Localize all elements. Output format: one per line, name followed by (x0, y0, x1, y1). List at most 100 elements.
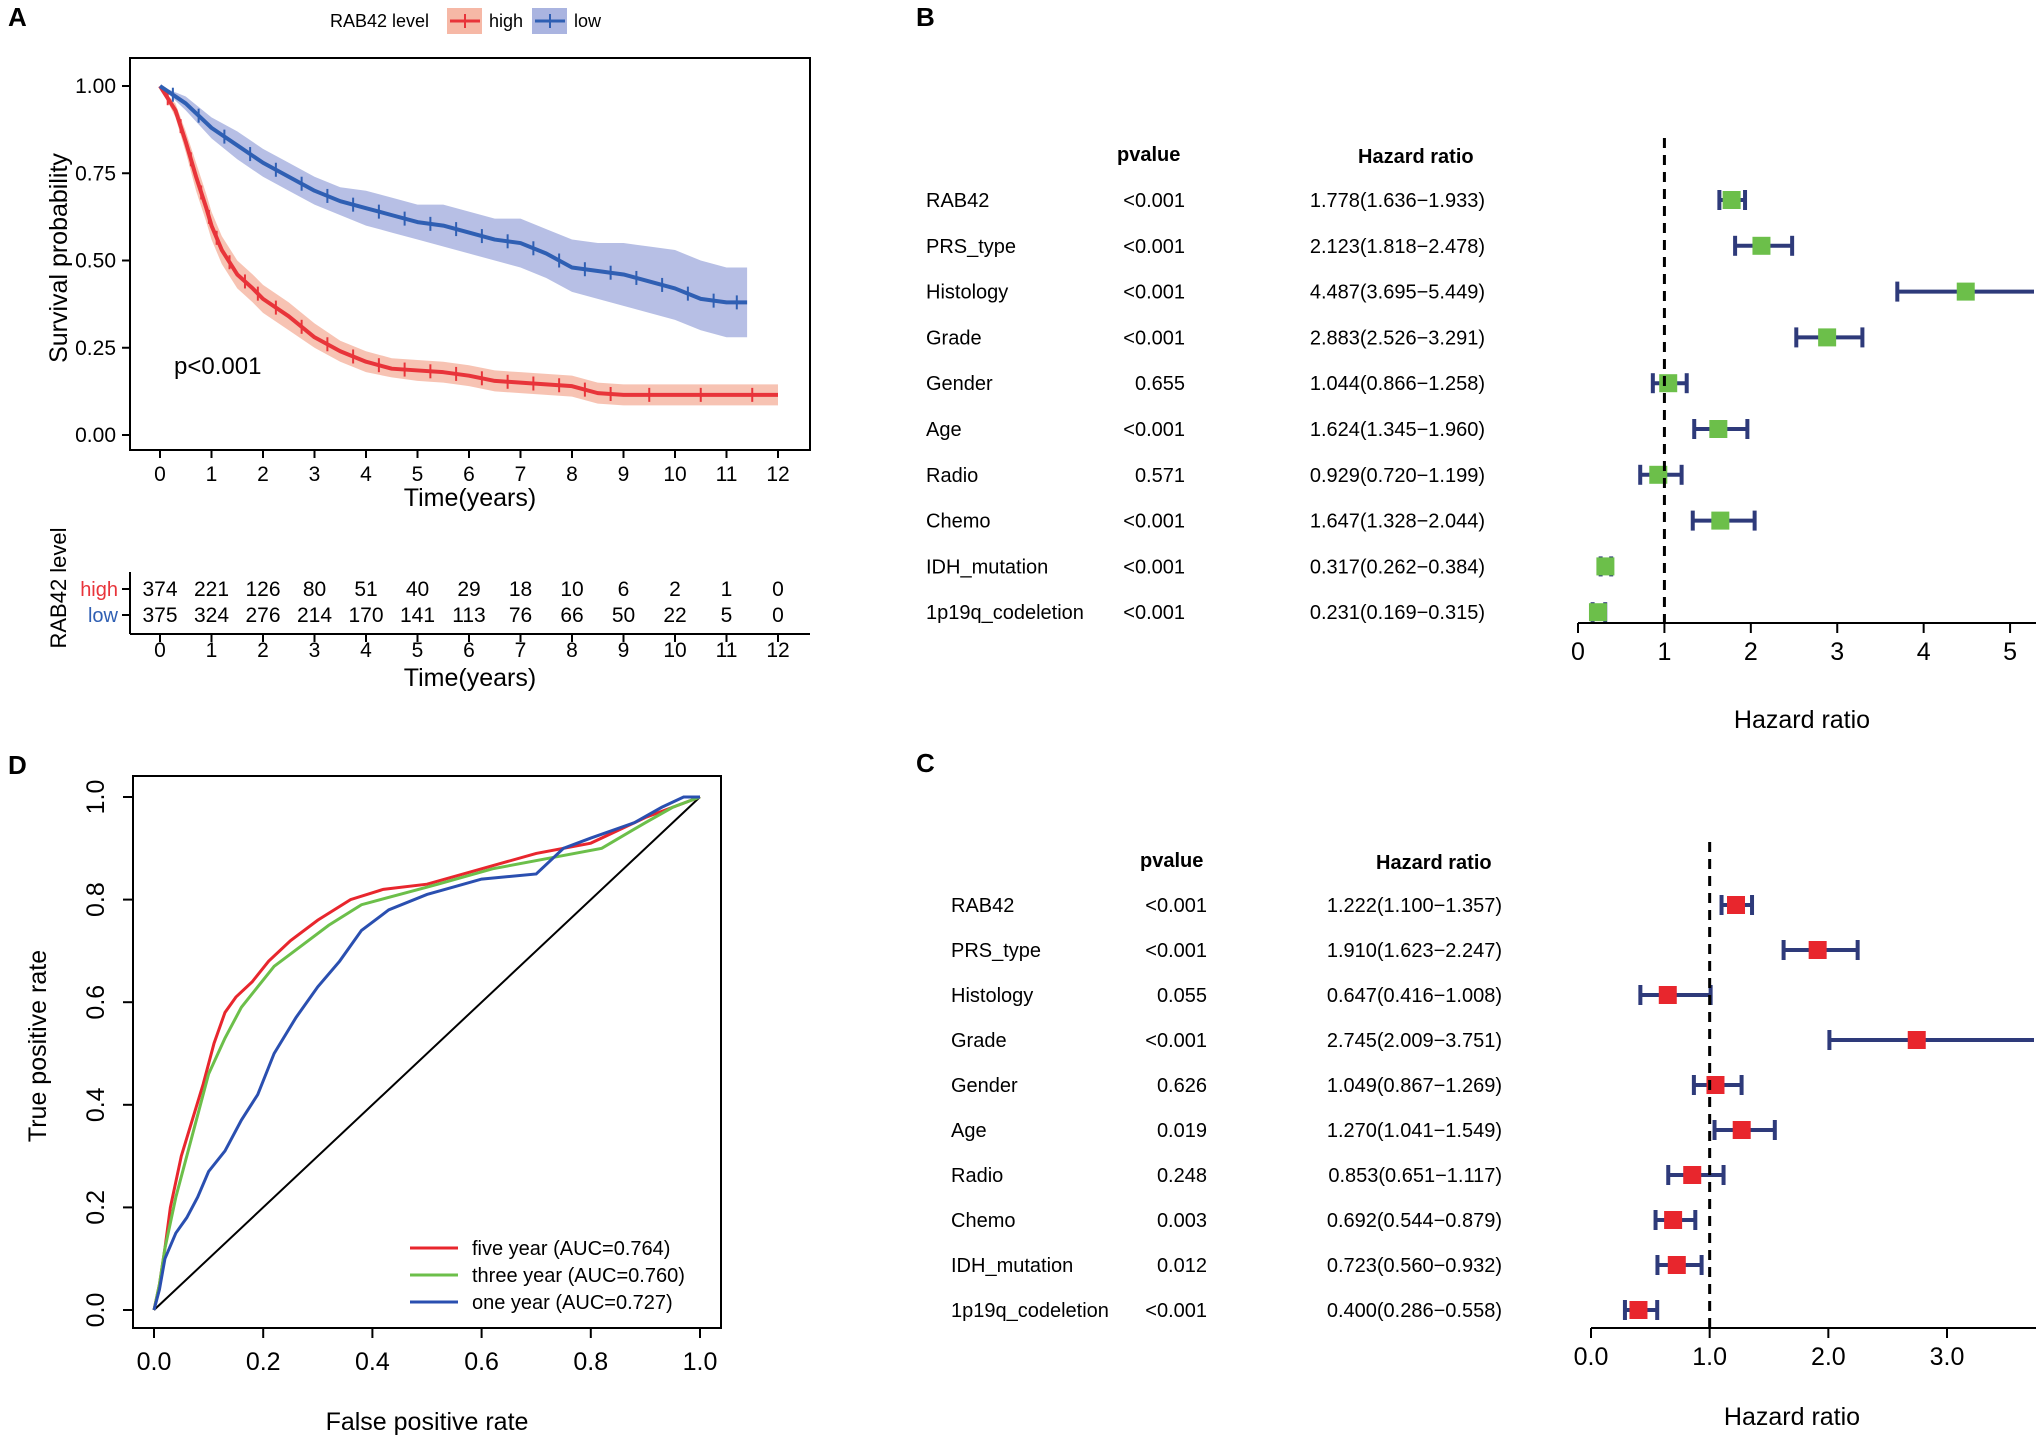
km-x-tick-label: 7 (515, 463, 527, 486)
risk-x-tick-label: 7 (515, 639, 527, 662)
km-x-tick-label: 3 (309, 463, 321, 486)
risk-cell-low: 50 (612, 604, 635, 627)
forest-row-pvalue: 0.019 (1157, 1120, 1207, 1142)
forest-row-name: Gender (926, 373, 993, 395)
forest-c-pvalue-header: pvalue (1140, 850, 1203, 872)
roc-plot-frame (132, 775, 722, 1329)
forest-row-pvalue: <0.001 (1123, 419, 1185, 441)
forest-row-hr: 2.745(2.009−3.751) (1327, 1030, 1502, 1052)
roc-y-tick-label: 0.4 (82, 1087, 110, 1122)
risk-x-tick-label: 4 (360, 639, 372, 662)
risk-cell-high: 6 (618, 578, 630, 601)
forest-row-name: Radio (926, 465, 978, 487)
risk-x-tick-label: 9 (618, 639, 630, 662)
risk-x-tick-label: 1 (206, 639, 218, 662)
roc-legend-label: five year (AUC=0.764) (472, 1238, 670, 1260)
roc-x-tick-label: 1.0 (683, 1348, 718, 1376)
panel-letter-d: D (8, 750, 27, 780)
km-x-tick-label: 4 (360, 463, 372, 486)
km-y-axis-title: Survival probability (45, 153, 73, 363)
forest-row-pvalue: <0.001 (1145, 940, 1207, 962)
forest-hr-marker (1596, 557, 1615, 576)
forest-hr-marker (1664, 1211, 1683, 1229)
risk-cell-low: 170 (348, 604, 383, 627)
forest-row-hr: 0.231(0.169−0.315) (1310, 602, 1485, 624)
forest-hr-marker (1818, 328, 1837, 347)
forest-hr-marker (1808, 941, 1827, 959)
forest-hr-marker (1658, 986, 1677, 1004)
km-x-tick-label: 6 (463, 463, 475, 486)
risk-cell-low: 276 (245, 604, 280, 627)
km-x-tick-label: 8 (566, 463, 578, 486)
forest-hr-marker (1683, 1166, 1702, 1184)
forest-row-hr: 1.222(1.100−1.357) (1327, 895, 1502, 917)
forest-row-hr: 2.123(1.818−2.478) (1310, 236, 1485, 258)
risk-cell-low: 0 (772, 604, 784, 627)
panel-letter-b: B (916, 2, 935, 32)
km-x-axis-title: Time(years) (404, 484, 536, 512)
panel-a: RAB42 level high low 0 1 2 3 4 5 6 7 8 9 10 11 120.0… (45, 8, 811, 692)
panel-c: pvalue Hazard ratio RAB42 <0.001 1.222(1.1… (951, 842, 2036, 1431)
panel-letter-a: A (8, 2, 27, 32)
forest-row-name: PRS_type (926, 236, 1016, 258)
roc-x-tick-label: 0.8 (573, 1348, 608, 1376)
forest-row-name: Histology (951, 985, 1033, 1007)
forest-row-name: RAB42 (951, 895, 1014, 917)
forest-hr-marker (1711, 511, 1730, 530)
risk-cell-low: 214 (297, 604, 332, 627)
roc-x-tick-label: 0.0 (137, 1348, 172, 1376)
forest-row-pvalue: 0.055 (1157, 985, 1207, 1007)
forest-row-pvalue: <0.001 (1123, 190, 1185, 212)
forest-hr-marker (1667, 1256, 1686, 1274)
km-x-tick-label: 11 (716, 463, 738, 486)
forest-row-pvalue: 0.012 (1157, 1255, 1207, 1277)
km-x-tick-label: 2 (257, 463, 269, 486)
risk-cell-high: 0 (772, 578, 784, 601)
forest-b-hr-header: Hazard ratio (1358, 146, 1474, 168)
risk-cell-high: 51 (354, 578, 377, 601)
forest-hr-marker (1649, 465, 1668, 484)
km-y-tick-label: 1.00 (75, 75, 116, 98)
forest-row-name: RAB42 (926, 190, 989, 212)
forest-row-name: Radio (951, 1165, 1003, 1187)
roc-y-tick-label: 1.0 (82, 780, 110, 815)
forest-x-tick-label: 5 (2003, 638, 2017, 666)
forest-row-name: Grade (951, 1030, 1007, 1052)
forest-b-pvalue-header: pvalue (1117, 144, 1180, 166)
km-x-tick-label: 12 (766, 463, 789, 486)
risk-cell-high: 126 (245, 578, 280, 601)
forest-row-hr: 1.647(1.328−2.044) (1310, 511, 1485, 533)
forest-row-hr: 4.487(3.695−5.449) (1310, 282, 1485, 304)
forest-row-hr: 1.910(1.623−2.247) (1327, 940, 1502, 962)
roc-x-axis-title: False positive rate (326, 1408, 529, 1435)
forest-row-hr: 1.778(1.636−1.933) (1310, 190, 1485, 212)
risk-cell-high: 2 (669, 578, 681, 601)
roc-x-tick-label: 0.6 (464, 1348, 499, 1376)
forest-row-pvalue: 0.626 (1157, 1075, 1207, 1097)
risk-x-tick-label: 6 (463, 639, 475, 662)
forest-row-name: Gender (951, 1075, 1018, 1097)
panel-b: pvalue Hazard ratio RAB42 <0.001 1.778(1.6… (926, 138, 2036, 734)
km-x-tick-label: 9 (618, 463, 630, 486)
forest-row-pvalue: <0.001 (1145, 895, 1207, 917)
km-x-tick-label: 5 (412, 463, 424, 486)
roc-curve-one-year (152, 795, 700, 1311)
forest-row-pvalue: 0.655 (1135, 373, 1185, 395)
risk-table-x-title: Time(years) (404, 664, 536, 692)
forest-hr-marker (1907, 1031, 1926, 1049)
forest-row-pvalue: <0.001 (1123, 556, 1185, 578)
forest-x-tick-label: 2 (1744, 638, 1758, 666)
km-legend-low-label: low (574, 11, 602, 31)
forest-hr-marker (1956, 282, 1975, 301)
forest-x-tick-label: 4 (1917, 638, 1931, 666)
roc-y-tick-label: 0.8 (82, 882, 110, 917)
km-y-tick-label: 0.75 (75, 162, 116, 185)
forest-row-name: Histology (926, 282, 1008, 304)
risk-cell-low: 324 (194, 604, 229, 627)
roc-y-tick-label: 0.0 (82, 1293, 110, 1328)
forest-hr-marker (1588, 603, 1607, 622)
forest-hr-marker (1629, 1301, 1648, 1319)
forest-row-name: Age (951, 1120, 987, 1142)
km-pvalue-annotation: p<0.001 (174, 353, 261, 380)
forest-hr-marker (1709, 420, 1728, 438)
